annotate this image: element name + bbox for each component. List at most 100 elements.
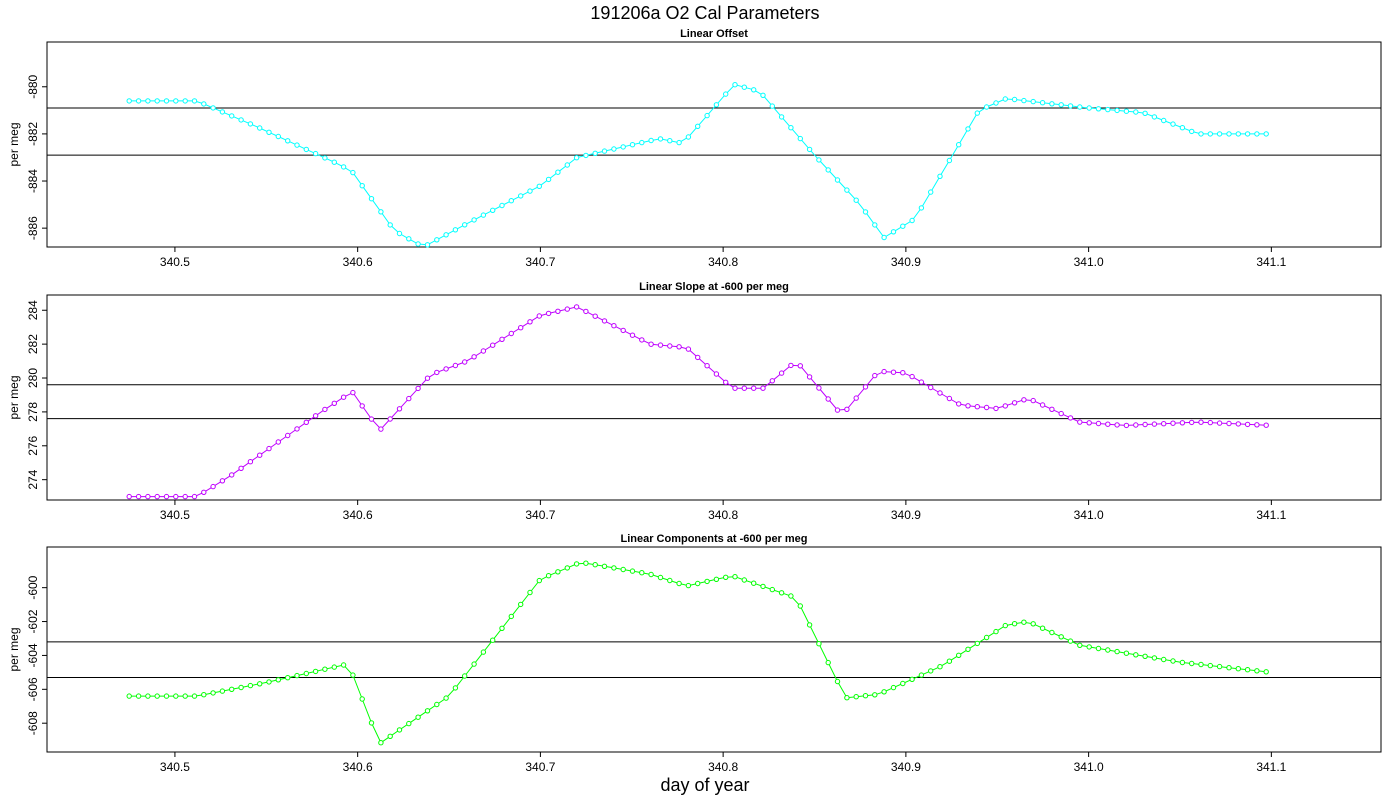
data-point (387, 416, 393, 422)
data-point (704, 578, 710, 585)
data-point (331, 400, 337, 406)
data-point (1189, 128, 1195, 135)
data-point (210, 105, 216, 111)
data-point (145, 493, 151, 500)
data-point (378, 740, 384, 746)
data-point (965, 646, 971, 652)
data-point (294, 672, 300, 679)
data-point (713, 576, 720, 582)
data-point (555, 169, 561, 175)
data-point (173, 493, 179, 500)
data-point (611, 323, 617, 329)
data-point (1198, 661, 1204, 668)
data-point (545, 176, 552, 183)
data-point (1086, 105, 1092, 111)
data-point (1105, 421, 1111, 427)
data-point (1067, 415, 1074, 421)
data-point (723, 574, 729, 580)
data-point (312, 668, 319, 675)
data-point (1216, 420, 1223, 426)
data-point (480, 348, 487, 354)
data-point (946, 658, 953, 664)
panel-title: Linear Components at -600 per meg (620, 533, 807, 545)
data-point (545, 573, 552, 579)
data-point (555, 569, 561, 575)
data-point (1207, 419, 1214, 426)
data-point (1030, 98, 1036, 105)
data-point (1179, 659, 1186, 666)
y-tick-label: 276 (26, 435, 40, 455)
data-point (844, 187, 850, 193)
data-point (825, 167, 831, 173)
data-point (1216, 663, 1223, 670)
data-point (126, 98, 132, 104)
data-point (928, 189, 934, 195)
data-point (145, 693, 151, 699)
data-point (1235, 666, 1242, 672)
data-point (490, 207, 496, 214)
data-point (536, 183, 542, 190)
panel-title: Linear Offset (680, 28, 748, 40)
data-point (126, 493, 132, 500)
data-point (145, 98, 151, 104)
data-point (601, 318, 608, 324)
data-point (806, 622, 813, 628)
data-point (1198, 131, 1204, 137)
data-point (247, 682, 254, 689)
data-point (825, 659, 831, 666)
data-point (928, 668, 934, 674)
data-point (741, 385, 747, 391)
x-tick-label: 340.7 (525, 255, 555, 269)
data-point (1207, 662, 1214, 669)
y-tick-label: -606 (26, 677, 40, 701)
data-point (918, 205, 925, 211)
data-point (201, 101, 207, 107)
data-point (1226, 131, 1232, 137)
data-point (340, 662, 347, 668)
data-point (797, 603, 803, 609)
data-point (1133, 109, 1139, 115)
data-point (601, 148, 608, 154)
data-point (760, 583, 766, 590)
data-point (993, 628, 999, 635)
data-point (238, 684, 244, 691)
data-point (303, 419, 309, 425)
data-point (518, 601, 524, 608)
data-point (182, 98, 188, 104)
data-point (937, 390, 943, 396)
data-point (1002, 403, 1008, 409)
y-tick-label: 282 (26, 334, 40, 354)
y-tick-label: -880 (26, 74, 40, 98)
data-point (629, 332, 636, 338)
data-point (983, 634, 990, 641)
data-point (434, 701, 440, 708)
data-point (890, 229, 897, 235)
x-tick-label: 340.9 (891, 508, 921, 522)
data-point (499, 625, 505, 631)
data-point (1058, 634, 1064, 640)
data-point (1011, 400, 1018, 406)
x-tick-label: 340.5 (160, 255, 190, 269)
data-point (285, 138, 291, 144)
data-point (312, 150, 319, 157)
data-point (135, 693, 142, 699)
series-line (129, 562, 1267, 744)
data-point (676, 580, 682, 587)
data-point (1254, 668, 1260, 674)
data-point (573, 155, 580, 161)
data-point (1114, 107, 1120, 114)
data-point (350, 169, 356, 176)
data-point (135, 493, 142, 500)
data-point (1077, 104, 1083, 110)
data-point (303, 146, 309, 153)
data-point (229, 686, 235, 692)
data-point (126, 693, 132, 699)
data-point (154, 693, 160, 699)
data-point (778, 370, 785, 376)
data-point (424, 242, 431, 248)
data-point (443, 695, 449, 701)
data-point (881, 234, 887, 241)
y-tick-label: -884 (26, 169, 40, 193)
data-point (853, 395, 859, 401)
